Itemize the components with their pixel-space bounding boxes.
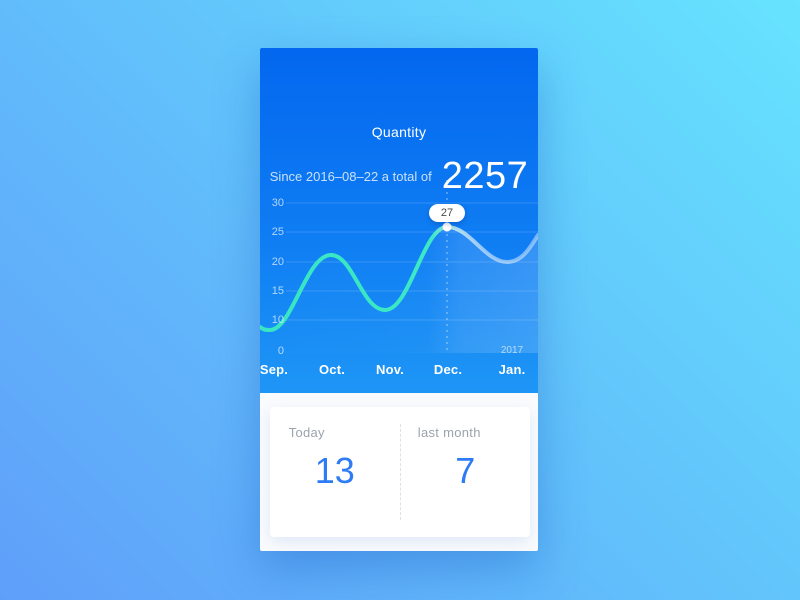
x-label-oct: Oct. — [318, 362, 346, 377]
x-label-dec: Dec. — [433, 362, 463, 377]
total-caption: Since 2016–08–22 a total of — [269, 168, 432, 184]
stat-today-label: Today — [288, 425, 325, 440]
stat-last-month-label: last month — [417, 425, 481, 440]
area-fill — [260, 227, 538, 353]
quantity-curve — [260, 225, 538, 332]
y-tick-20: 20 — [271, 256, 284, 268]
stat-last-month-value: 7 — [455, 450, 476, 491]
stat-today: Today 13 — [270, 407, 400, 537]
y-tick-10: 10 — [271, 314, 284, 326]
dashed-divider — [399, 424, 401, 520]
x-label-jan: Jan. — [498, 362, 526, 377]
y-tick-15: 15 — [271, 285, 284, 297]
x-label-nov: Nov. — [375, 362, 405, 377]
stat-last-month: last month 7 — [401, 407, 531, 537]
stats-section: Today 13 last month 7 — [260, 393, 538, 551]
y-tick-25: 25 — [271, 226, 284, 238]
highlight-point-marker[interactable] — [442, 222, 452, 232]
total-row: Since 2016–08–22 a total of 2257 — [260, 154, 538, 198]
chart-section: Quantity Since 2016–08–22 a total of 225… — [260, 48, 538, 393]
quantity-line-chart — [260, 180, 538, 353]
value-tooltip: 27 — [429, 204, 465, 222]
stats-summary-card: Today 13 last month 7 — [270, 407, 530, 537]
quantity-stats-card: Quantity Since 2016–08–22 a total of 225… — [260, 48, 538, 551]
y-tick-0: 0 — [277, 345, 284, 357]
year-label: 2017 — [500, 345, 524, 356]
x-label-sep: Sep. — [260, 362, 289, 377]
page-title: Quantity — [371, 124, 427, 140]
total-value: 2257 — [441, 155, 529, 197]
y-tick-30: 30 — [271, 197, 284, 209]
stat-today-value: 13 — [314, 450, 355, 491]
